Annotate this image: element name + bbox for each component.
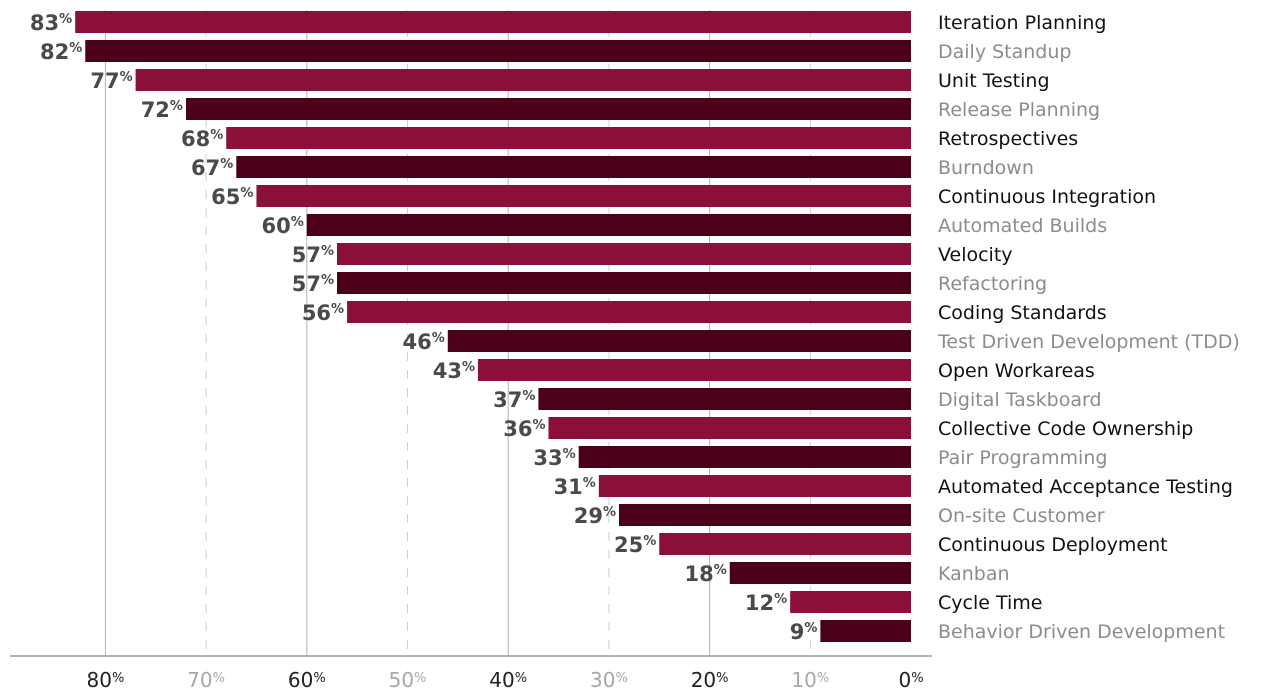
category-label-6: Burndown	[938, 157, 1034, 179]
bar-9	[337, 243, 911, 265]
bar-14	[538, 388, 911, 410]
value-label-21: 12%	[745, 591, 787, 615]
bar-10	[337, 272, 911, 294]
x-tick-label-30: 30%	[590, 668, 628, 689]
category-label-10: Refactoring	[938, 273, 1047, 295]
bar-5	[226, 127, 912, 149]
bars	[75, 11, 912, 642]
bar-20	[729, 562, 911, 584]
bar-8	[306, 214, 911, 236]
category-label-12: Test Driven Development (TDD)	[937, 331, 1240, 353]
value-label-15: 36%	[503, 417, 545, 441]
bar-3	[135, 69, 912, 91]
bar-15	[548, 417, 911, 439]
value-label-17: 31%	[554, 475, 596, 499]
value-label-11: 56%	[302, 301, 344, 325]
category-label-9: Velocity	[938, 244, 1013, 266]
category-label-21: Cycle Time	[938, 592, 1042, 614]
value-label-22: 9%	[790, 620, 818, 644]
bar-2	[85, 40, 911, 62]
value-label-12: 46%	[403, 330, 445, 354]
value-label-9: 57%	[292, 243, 334, 267]
value-label-16: 33%	[533, 446, 575, 470]
bar-16	[578, 446, 911, 468]
value-label-1: 83%	[30, 11, 72, 35]
value-label-8: 60%	[262, 214, 304, 238]
x-tick-label-10: 10%	[791, 668, 829, 689]
bar-1	[75, 11, 911, 33]
x-tick-label-60: 60%	[288, 668, 326, 689]
bar-7	[256, 185, 911, 207]
bar-17	[598, 475, 911, 497]
category-label-17: Automated Acceptance Testing	[938, 476, 1233, 498]
category-label-2: Daily Standup	[938, 41, 1071, 63]
value-label-19: 25%	[614, 533, 656, 557]
category-label-15: Collective Code Ownership	[938, 418, 1193, 440]
category-label-20: Kanban	[938, 563, 1010, 585]
value-label-20: 18%	[684, 562, 726, 586]
category-label-13: Open Workareas	[938, 360, 1095, 382]
category-label-5: Retrospectives	[938, 128, 1078, 150]
bar-22	[820, 620, 911, 642]
category-labels: Iteration Planning Daily Standup Unit Test…	[937, 12, 1240, 643]
category-label-1: Iteration Planning	[938, 12, 1106, 34]
x-tick-label-20: 20%	[691, 668, 729, 689]
value-label-3: 77%	[90, 69, 132, 93]
value-label-7: 65%	[211, 185, 253, 209]
x-axis: 80% 70% 60% 50% 40% 30% 20% 10% 0%	[10, 655, 932, 689]
bar-12	[447, 330, 911, 352]
value-label-4: 72%	[141, 98, 183, 122]
category-label-19: Continuous Deployment	[938, 534, 1168, 556]
bar-18	[618, 504, 911, 526]
bar-13	[477, 359, 911, 381]
value-label-14: 37%	[493, 388, 535, 412]
value-label-18: 29%	[574, 504, 616, 528]
bar-11	[347, 301, 912, 323]
category-label-3: Unit Testing	[938, 70, 1050, 92]
value-labels: 83% 82% 77% 72% 68% 67% 65% 60% 57% 57% 56% 46% 43% 3…	[30, 11, 817, 644]
category-label-22: Behavior Driven Development	[938, 621, 1225, 643]
category-label-7: Continuous Integration	[938, 186, 1156, 208]
category-label-14: Digital Taskboard	[938, 389, 1102, 411]
x-tick-label-80: 80%	[86, 668, 124, 689]
x-tick-label-50: 50%	[389, 668, 427, 689]
x-tick-label-0: 0%	[898, 668, 923, 689]
bar-21	[790, 591, 911, 613]
category-label-18: On-site Customer	[938, 505, 1105, 527]
value-label-2: 82%	[40, 40, 82, 64]
value-label-10: 57%	[292, 272, 334, 296]
bar-4	[185, 98, 911, 120]
category-label-8: Automated Builds	[938, 215, 1107, 237]
category-label-16: Pair Programming	[938, 447, 1107, 469]
x-tick-label-70: 70%	[187, 668, 225, 689]
bar-19	[659, 533, 911, 555]
value-label-6: 67%	[191, 156, 233, 180]
value-label-5: 68%	[181, 127, 223, 151]
category-label-11: Coding Standards	[938, 302, 1107, 324]
x-tick-label-40: 40%	[489, 668, 527, 689]
category-label-4: Release Planning	[938, 99, 1100, 121]
bar-6	[236, 156, 911, 178]
value-label-13: 43%	[433, 359, 475, 383]
